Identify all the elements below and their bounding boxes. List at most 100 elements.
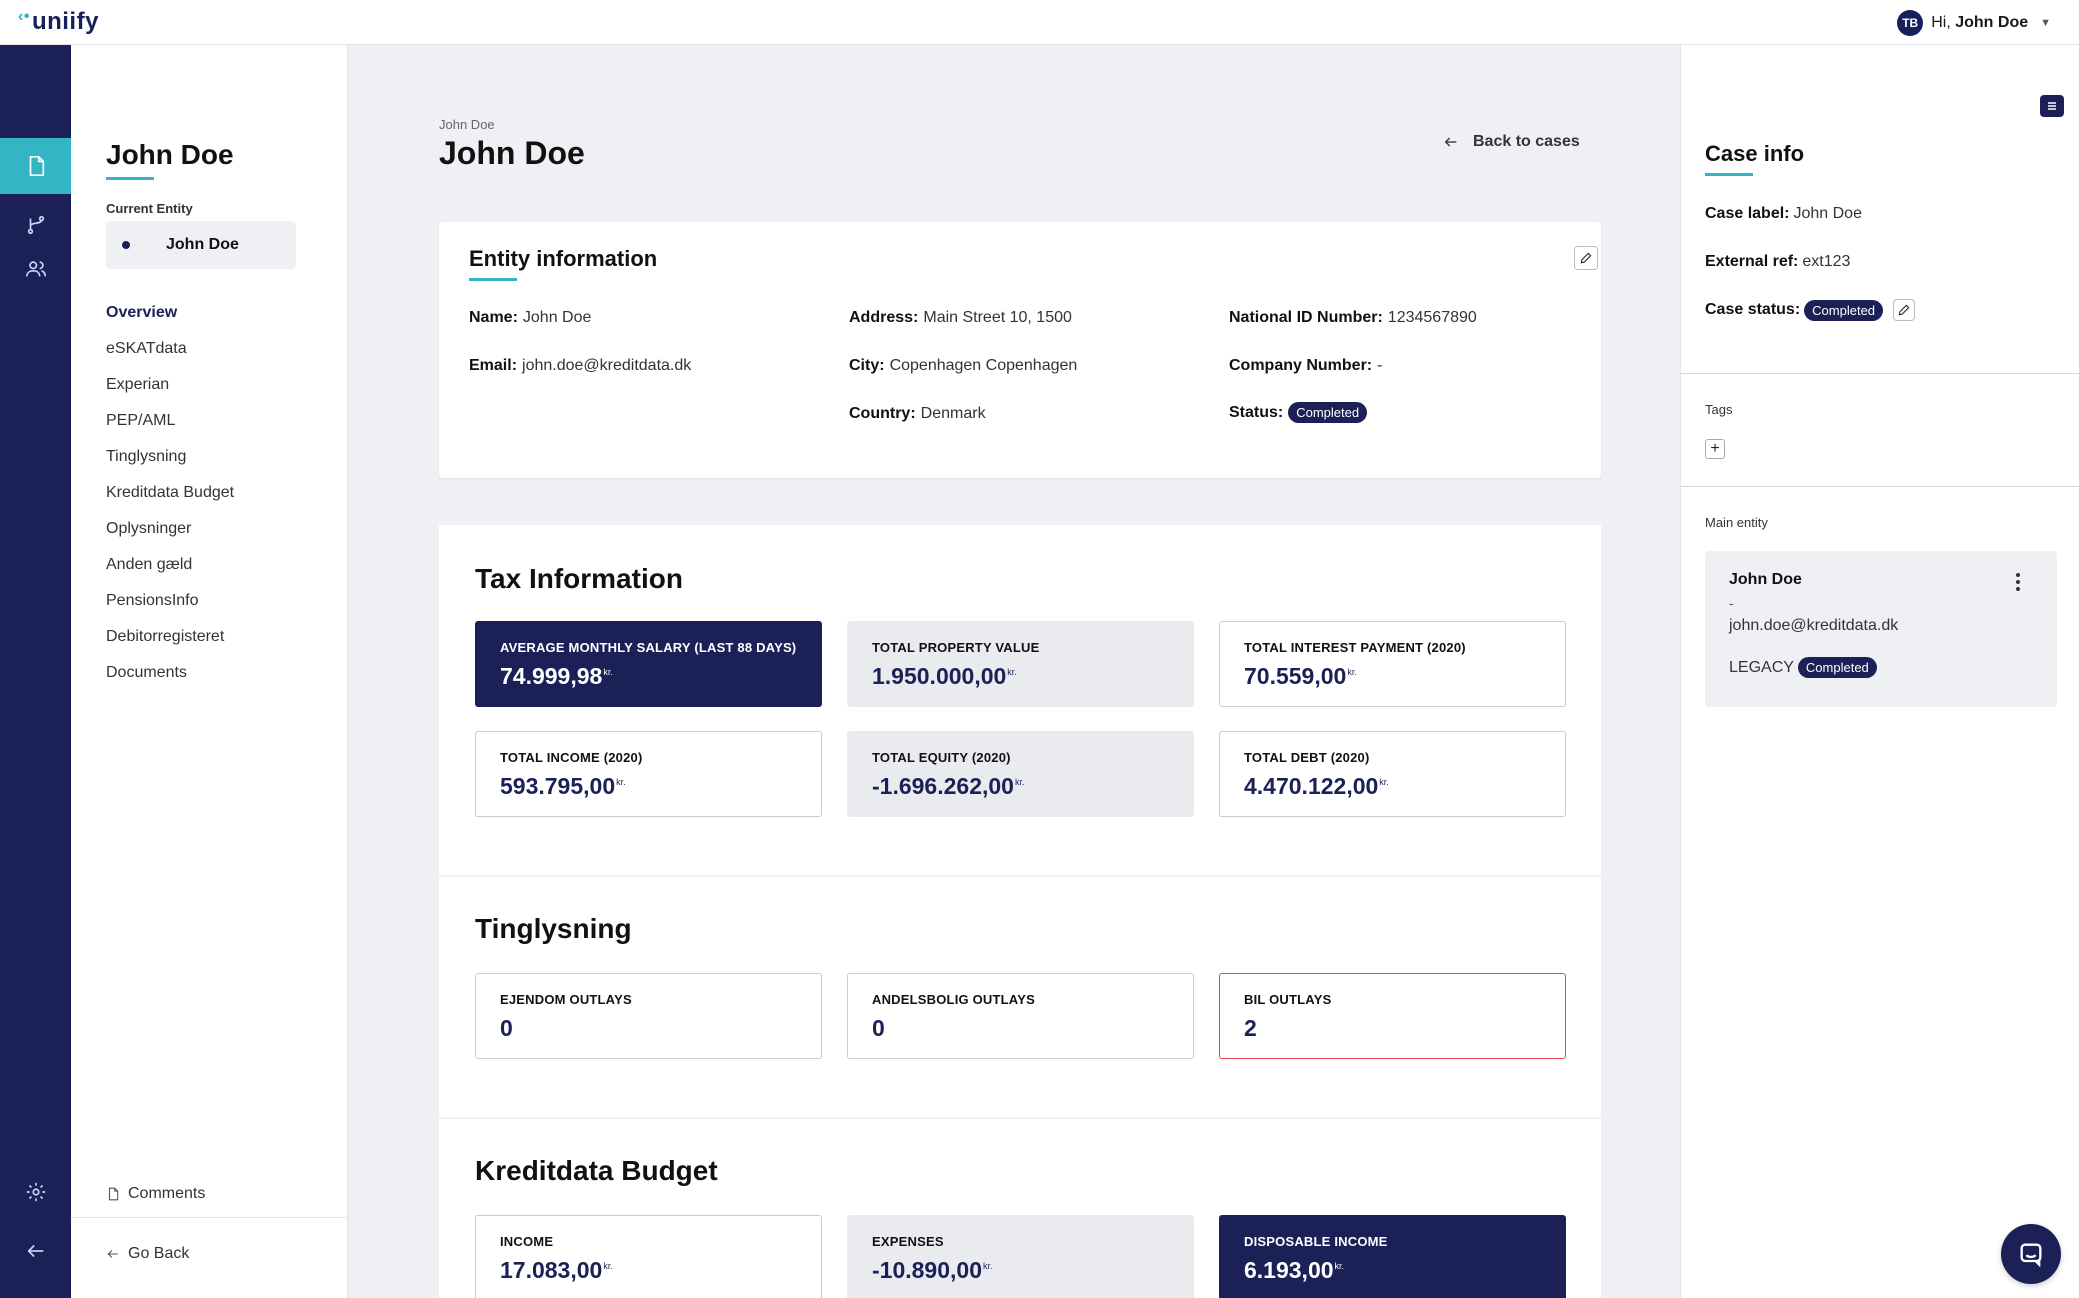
current-entity-label: Current Entity [106,201,193,216]
tax-information-heading: Tax Information [475,563,683,594]
sidenav-item-pensionsinfo[interactable]: PensionsInfo [106,592,199,609]
tax-tile: TOTAL PROPERTY VALUE 1.950.000,00kr. [847,621,1194,707]
entity-information-heading: Entity information [469,246,657,281]
divider [71,1217,348,1218]
sidenav-item-oplysninger[interactable]: Oplysninger [106,520,192,537]
tax-tile: AVERAGE MONTHLY SALARY (LAST 88 DAYS) 74… [475,621,822,707]
budget-tile: DISPOSABLE INCOME 6.193,00kr. [1219,1215,1566,1298]
tinglysning-heading: Tinglysning [475,913,632,944]
current-entity-selector[interactable]: John Doe [106,221,296,269]
tax-tile: TOTAL DEBT (2020) 4.470.122,00kr. [1219,731,1566,817]
tax-tile: TOTAL EQUITY (2020) -1.696.262,00kr. [847,731,1194,817]
tinglysning-tile: BIL OUTLAYS 2 [1219,973,1566,1059]
uniify-logo[interactable]: ‹•uniify [18,8,99,35]
side-nav: John Doe Current Entity John Doe Overvie… [71,45,348,1298]
tinglysning-tile: EJENDOM OUTLAYS 0 [475,973,822,1059]
main-entity-dash: - [1729,595,1734,611]
entity-city-field: City: Copenhagen Copenhagen [849,357,1078,374]
case-info-heading: Case info [1705,141,1804,176]
comments-link[interactable]: Comments [106,1185,205,1203]
sidenav-item-experian[interactable]: Experian [106,376,170,393]
sidenav-item-kreditdata-budget[interactable]: Kreditdata Budget [106,484,235,501]
greeting: Hi, [1931,14,1951,31]
tinglysning-section: Tinglysning EJENDOM OUTLAYS 0 ANDELSBOLI… [439,877,1601,1117]
divider [1681,486,2079,487]
sidenav-list: Overview eSKATdata Experian PEP/AML Ting… [106,295,234,691]
main-entity-email: john.doe@kreditdata.dk [1729,617,1899,634]
pencil-icon [1898,304,1910,316]
budget-tile: INCOME 17.083,00kr. [475,1215,822,1298]
sidenav-item-overview[interactable]: Overview [106,304,178,321]
page-title: John Doe [439,135,585,171]
avatar: TB [1897,10,1924,36]
top-bar: ‹•uniify TB Hi, John Doe ▼ [0,0,2079,45]
chat-launcher-button[interactable] [2001,1224,2061,1284]
user-name: John Doe [1955,14,2029,31]
tags-label: Tags [1705,402,1733,417]
tinglysning-tile: ANDELSBOLIG OUTLAYS 0 [847,973,1194,1059]
case-status-field: Case status: Completed [1705,299,1916,321]
sidenav-item-tinglysning[interactable]: Tinglysning [106,448,187,465]
entity-name-field: Name: John Doe [469,309,592,326]
rail-settings-button[interactable] [0,1164,71,1220]
bullet-icon [122,241,130,249]
status-badge: Completed [1797,657,1877,678]
sidenav-title: John Doe [106,139,234,180]
back-to-cases-label: Back to cases [1473,133,1580,150]
breadcrumb[interactable]: John Doe [439,117,495,132]
tax-tile: TOTAL INCOME (2020) 593.795,00kr. [475,731,822,817]
external-ref-field: External ref: ext123 [1705,253,1851,270]
sidenav-item-anden-gaeld[interactable]: Anden gæld [106,556,193,573]
list-icon [2048,102,2056,110]
entity-national-id-field: National ID Number: 1234567890 [1229,309,1477,326]
chat-icon [2020,1243,2042,1268]
document-icon [29,156,44,176]
sidenav-item-debitorregisteret[interactable]: Debitorregisteret [106,628,225,645]
users-icon [25,261,46,277]
case-label-field: Case label: John Doe [1705,205,1862,222]
comments-label: Comments [128,1185,206,1202]
rail-workflow-button[interactable] [0,197,71,253]
edit-entity-button[interactable] [1574,246,1598,270]
sidenav-item-pep-aml[interactable]: PEP/AML [106,412,176,429]
kebab-menu-icon[interactable] [2015,573,2021,591]
panel-toggle-button[interactable] [2040,95,2064,117]
main-entity-name: John Doe [1729,571,1802,588]
tax-information-section: Tax Information AVERAGE MONTHLY SALARY (… [439,525,1601,875]
entity-information-card: Entity information Name: John Doe Email: j… [439,222,1601,478]
divider [1681,373,2079,374]
chevron-down-icon[interactable]: ▼ [2040,17,2051,29]
status-badge: Completed [1288,402,1368,423]
status-badge: Completed [1804,299,1884,321]
go-back-link[interactable]: Go Back [106,1245,189,1263]
arrow-left-icon [1444,137,1457,147]
tax-tile: TOTAL INTEREST PAYMENT (2020) 70.559,00k… [1219,621,1566,707]
rail-users-button[interactable] [0,241,71,297]
settings-icon [26,1182,45,1202]
budget-tile: EXPENSES -10.890,00kr. [847,1215,1194,1298]
branch-icon [27,215,44,235]
back-to-cases-button[interactable]: Back to cases [1443,133,1580,151]
user-menu[interactable]: TB Hi, John Doe ▼ [1897,10,2051,36]
rail-cases-button[interactable] [0,138,71,194]
kreditdata-budget-heading: Kreditdata Budget [475,1155,718,1186]
arrow-left-icon [26,1244,43,1258]
plus-icon: + [1710,440,1720,457]
arrow-left-icon [107,1250,118,1258]
icon-rail [0,45,71,1298]
current-entity-name: John Doe [166,236,239,253]
case-info-panel: Case info Case label: John Doe External r… [1680,45,2079,1298]
add-tag-button[interactable]: + [1705,439,1725,459]
main-entity-legacy: LEGACY Completed [1729,657,1877,678]
entity-email-field: Email: john.doe@kreditdata.dk [469,357,692,374]
main-content: John Doe John Doe Back to cases Entity i… [349,45,1680,1298]
main-entity-card[interactable]: John Doe - john.doe@kreditdata.dk LEGACY… [1705,551,2057,707]
edit-case-status-button[interactable] [1893,299,1916,321]
rail-back-button[interactable] [0,1223,71,1279]
sidenav-item-eskatdata[interactable]: eSKATdata [106,340,187,357]
entity-address-field: Address: Main Street 10, 1500 [849,309,1072,326]
entity-country-field: Country: Denmark [849,405,986,422]
document-icon [108,1187,119,1201]
go-back-label: Go Back [128,1245,190,1262]
sidenav-item-documents[interactable]: Documents [106,664,187,681]
